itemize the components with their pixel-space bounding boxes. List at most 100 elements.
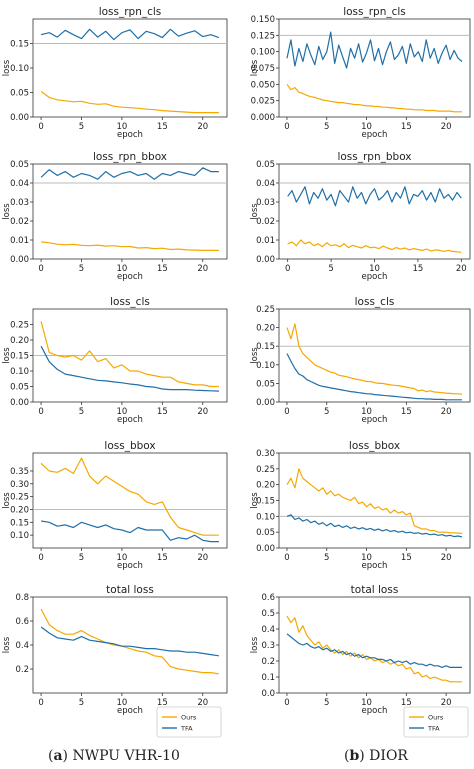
y-tick-label: 0.050 <box>251 80 275 90</box>
x-axis-label: epoch <box>117 706 143 716</box>
y-tick-label: 0.15 <box>256 497 275 507</box>
y-tick-label: 0.075 <box>251 64 275 74</box>
y-tick-label: 0.2 <box>261 657 275 667</box>
y-tick-label: 0.01 <box>256 236 275 246</box>
x-tick-label: 15 <box>157 407 168 417</box>
chart-panel-1: loss_rpn_cls 0 5 10 15 20 0.00 0.05 0.10 0.15 epoc… <box>2 6 228 140</box>
x-tick-label: 20 <box>441 553 452 563</box>
y-tick-label: 0.15 <box>10 518 29 528</box>
plot-frame <box>278 18 471 118</box>
x-axis-label: epoch <box>117 415 143 425</box>
caption-b-text: DIOR <box>364 748 408 764</box>
x-axis-label: epoch <box>362 130 388 140</box>
x-tick-label: 5 <box>328 264 333 274</box>
chart-title: loss_rpn_cls <box>343 6 406 18</box>
plot-frame <box>32 452 228 549</box>
x-tick-label: 0 <box>38 407 43 417</box>
y-tick-label: 0.00 <box>256 255 275 265</box>
y-axis-label: loss <box>250 203 260 220</box>
y-tick-label: 0.20 <box>10 336 29 346</box>
y-tick-label: 0.3 <box>261 641 275 651</box>
y-tick-label: 0.30 <box>256 449 275 459</box>
series-line-ours <box>286 468 463 534</box>
x-tick-label: 15 <box>157 122 168 132</box>
y-tick-label: 0.05 <box>256 528 275 538</box>
series-line-tfa <box>41 520 219 543</box>
x-tick-label: 20 <box>456 264 467 274</box>
x-axis-label: epoch <box>117 272 143 282</box>
series-line-tfa <box>286 31 463 69</box>
chart-panel-2: loss_rpn_cls 0 5 10 15 20 0.000 0.025 0.050 0.075… <box>250 6 471 140</box>
series-line-ours <box>286 615 462 683</box>
y-tick-label: 0.00 <box>256 544 275 554</box>
x-tick-label: 0 <box>284 407 289 417</box>
chart-legend: Ours TFA <box>403 706 469 738</box>
caption-nwpu: (a) NWPU VHR-10 <box>48 748 180 764</box>
series-line-tfa <box>286 633 462 669</box>
y-axis-label: loss <box>2 347 12 364</box>
y-tick-label: 0.0 <box>261 689 275 699</box>
y-tick-label: 0.100 <box>251 48 275 58</box>
x-tick-label: 0 <box>38 264 43 274</box>
y-tick-label: 0.20 <box>10 505 29 515</box>
chart-panel-9: total loss 0 5 10 15 20 0.2 0.4 0.6 0.8 epoch loss O… <box>2 584 228 738</box>
x-tick-label: 15 <box>157 264 168 274</box>
y-tick-label: 0.1 <box>261 673 275 683</box>
y-axis-label: loss <box>2 492 12 509</box>
series-line-tfa <box>40 167 219 180</box>
series-line-ours <box>41 241 219 251</box>
x-tick-label: 20 <box>441 407 452 417</box>
chart-title: loss_cls <box>355 296 395 308</box>
x-tick-label: 15 <box>157 553 168 563</box>
y-axis-label: loss <box>2 636 12 653</box>
y-tick-label: 0.6 <box>15 617 29 627</box>
x-tick-label: 15 <box>401 698 412 708</box>
legend-box <box>403 706 469 738</box>
x-tick-label: 15 <box>412 264 423 274</box>
legend-label-tfa: TFA <box>427 725 440 733</box>
x-tick-label: 5 <box>324 553 329 563</box>
series-line-ours <box>286 83 462 113</box>
y-tick-label: 0.5 <box>261 609 275 619</box>
legend-label-ours: Ours <box>428 714 444 722</box>
series-line-ours <box>40 321 219 388</box>
x-tick-label: 10 <box>369 264 380 274</box>
series-line-ours <box>40 91 219 114</box>
x-axis-label: epoch <box>362 272 388 282</box>
y-tick-label: 0.10 <box>256 361 275 371</box>
y-tick-label: 0.10 <box>256 512 275 522</box>
y-tick-label: 0.35 <box>10 467 29 477</box>
y-tick-label: 0.4 <box>15 641 29 651</box>
x-tick-label: 0 <box>284 698 289 708</box>
y-axis-label: loss <box>250 59 260 76</box>
plot-frame <box>278 596 471 694</box>
chart-panel-5: loss_cls 0 5 10 15 20 0.00 0.05 0.10 0.15 0.20 0.25… <box>2 296 228 425</box>
y-tick-label: 0.15 <box>10 40 29 50</box>
x-tick-label: 10 <box>117 264 128 274</box>
x-tick-label: 0 <box>285 264 290 274</box>
y-tick-label: 0.00 <box>10 398 29 408</box>
legend-label-ours: Ours <box>181 714 197 722</box>
x-axis-label: epoch <box>362 415 388 425</box>
plot-frame <box>278 163 471 260</box>
y-tick-label: 0.00 <box>256 398 275 408</box>
caption-dior: (b) DIOR <box>344 748 408 764</box>
y-tick-label: 0.20 <box>256 324 275 334</box>
x-tick-label: 5 <box>79 698 84 708</box>
x-tick-label: 20 <box>197 407 208 417</box>
y-tick-label: 0.25 <box>10 493 29 503</box>
x-tick-label: 10 <box>117 698 128 708</box>
x-tick-label: 10 <box>361 407 372 417</box>
y-axis-label: loss <box>250 636 260 653</box>
x-tick-label: 20 <box>441 698 452 708</box>
x-tick-label: 10 <box>361 122 372 132</box>
x-tick-label: 20 <box>441 122 452 132</box>
chart-title: loss_rpn_bbox <box>337 151 411 163</box>
plot-frame <box>278 308 471 403</box>
y-tick-label: 0.00 <box>10 113 29 123</box>
chart-panel-10: total loss 0 5 10 15 20 0.0 0.1 0.2 0.3 0.4 0.5 0.6 e… <box>250 584 471 738</box>
series-line-tfa <box>286 353 462 401</box>
x-tick-label: 15 <box>401 553 412 563</box>
x-tick-label: 15 <box>157 698 168 708</box>
y-tick-label: 0.05 <box>10 89 29 99</box>
